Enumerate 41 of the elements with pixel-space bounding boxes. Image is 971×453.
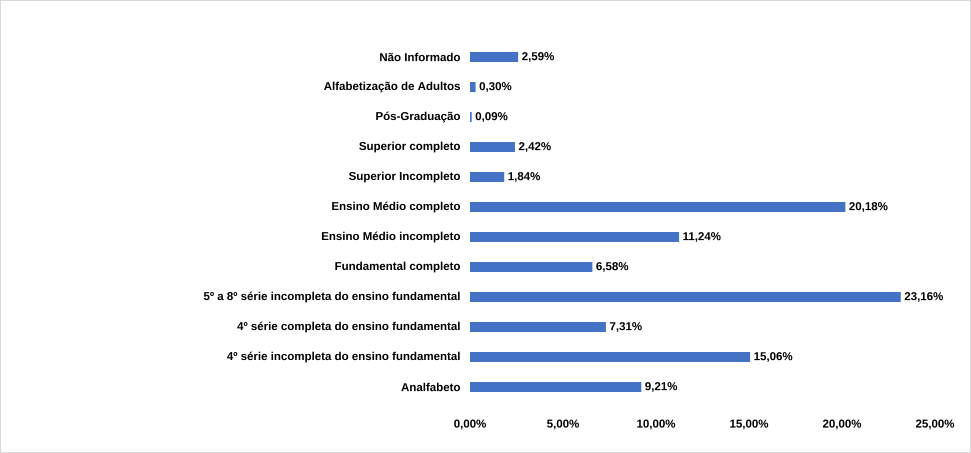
data-label: 0,09%: [476, 112, 508, 122]
bar: [470, 232, 680, 242]
y-tick-label: 5º a 8º série incompleta do ensino fundamental: [204, 292, 460, 302]
y-tick-label: Superior Incompleto: [348, 172, 460, 182]
bar: [470, 82, 476, 92]
data-label: 23,16%: [904, 292, 943, 302]
data-label: 0,30%: [480, 82, 512, 92]
data-label: 1,84%: [508, 172, 540, 182]
y-tick-label: Não Informado: [380, 52, 460, 62]
x-tick-label: 15,00%: [730, 420, 768, 430]
y-tick-label: Analfabeto: [401, 382, 460, 392]
y-tick-label: Fundamental completo: [335, 262, 460, 272]
bar: [470, 202, 846, 212]
data-label: 20,18%: [849, 202, 888, 212]
y-tick-label: 4º série completa do ensino fundamental: [237, 322, 460, 332]
y-tick-label: Ensino Médio incompleto: [322, 232, 460, 242]
y-tick-label: 4º série incompleta do ensino fundamental: [227, 352, 460, 362]
bar: [470, 322, 606, 332]
data-label: 11,24%: [683, 232, 721, 242]
bar: [470, 142, 516, 152]
x-tick-label: 10,00%: [637, 420, 676, 430]
data-label: 7,31%: [610, 322, 642, 332]
x-tick-label: 25,00%: [916, 420, 954, 430]
bar: [470, 352, 750, 362]
y-tick-label: Ensino Médio completo: [332, 202, 460, 212]
x-tick-label: 0,00%: [454, 420, 486, 430]
data-label: 6,58%: [596, 262, 628, 272]
data-label: 2,42%: [518, 142, 551, 152]
bar: [470, 382, 642, 392]
y-tick-label: Pós-Graduação: [376, 112, 460, 122]
data-label: 9,21%: [645, 382, 678, 392]
x-tick-label: 5,00%: [547, 420, 579, 430]
bar: [470, 292, 901, 302]
data-label: 15,06%: [754, 352, 792, 362]
y-tick-label: Superior completo: [359, 142, 460, 152]
bar: [470, 262, 592, 272]
y-tick-label: Alfabetização de Adultos: [324, 82, 460, 92]
bar: [470, 52, 518, 62]
bar: [470, 172, 504, 182]
x-tick-label: 20,00%: [822, 420, 862, 430]
data-label: 2,59%: [522, 52, 554, 62]
